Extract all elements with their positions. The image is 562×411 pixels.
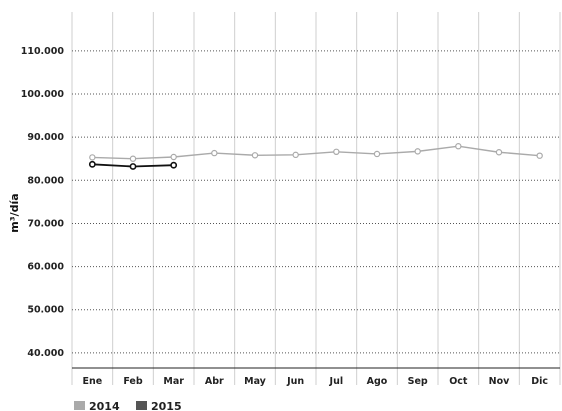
legend-label-2015: 2015 [151,400,182,411]
data-point-2014 [455,143,462,150]
data-point-2014 [89,154,96,161]
y-tick-label: 40.000 [27,348,64,359]
y-tick-label: 90.000 [27,132,64,143]
x-tick-label: Dic [531,376,548,387]
data-point-2014 [495,149,503,156]
y-tick-label: 110.000 [21,46,65,57]
data-point-2015 [170,161,178,169]
chart-grid [71,12,561,385]
y-tick-label: 50.000 [27,305,64,316]
data-point-2014 [414,148,421,155]
x-tick-label: Ene [82,376,102,387]
x-tick-label: Mar [163,376,184,387]
x-tick-label: Abr [205,376,224,387]
x-tick-labels: Ene Feb Mar Abr May Jun Jul Ago Sep Oct Nov Dic [82,376,548,387]
legend-swatch-2015 [136,401,147,410]
y-tick-label: 60.000 [27,262,64,273]
x-tick-label: Feb [123,376,143,387]
data-point-2015 [88,160,96,168]
data-point-2014 [373,150,381,158]
data-point-2014 [211,149,218,157]
x-tick-label: May [244,376,267,387]
x-tick-label: Ago [367,376,388,387]
data-point-2014 [536,152,543,159]
x-tick-label: Nov [489,376,510,387]
data-point-2014 [129,155,137,162]
x-tick-label: Oct [449,376,468,387]
data-point-2015 [129,163,137,170]
y-tick-label: 100.000 [21,89,65,100]
series-group [88,143,543,170]
legend-swatch-2014 [74,401,85,410]
y-axis-label: m³/día [8,193,21,232]
series-line-2014 [92,145,540,160]
data-point-2014 [333,148,340,156]
data-point-2014 [170,153,177,161]
data-point-2014 [251,152,259,159]
y-tick-labels: 40.000 50.000 60.000 70.000 80.000 90.000 100.… [21,46,65,359]
legend-label-2014: 2014 [89,400,120,411]
x-tick-label: Sep [408,376,428,387]
x-tick-label: Jun [286,376,304,387]
data-point-2014 [292,151,299,159]
y-tick-label: 70.000 [27,218,64,229]
y-tick-label: 80.000 [27,175,64,186]
x-tick-label: Jul [329,376,344,387]
chart-legend: 2014 2015 [74,400,182,411]
